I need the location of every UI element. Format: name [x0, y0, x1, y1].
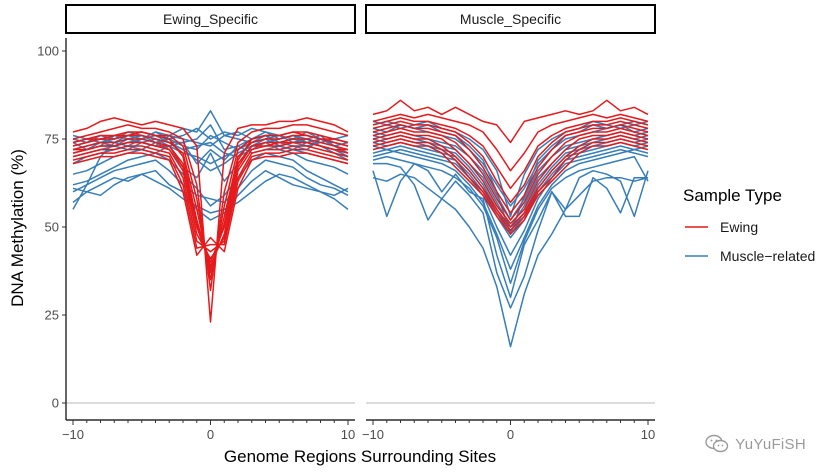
series-line-muscle-related-11 — [372, 124, 649, 207]
y-axis-title: DNA Methylation (%) — [8, 149, 27, 307]
series-line-ewing-2 — [72, 131, 349, 281]
x-axis-right: −10 0 10 — [362, 419, 655, 442]
y-tick-label: 75 — [45, 132, 59, 147]
series-line-ewing-5 — [372, 127, 649, 221]
series-line-muscle-related-19 — [372, 173, 649, 348]
series-line-muscle-related-12 — [372, 131, 649, 221]
series-line-ewing-7 — [372, 134, 649, 228]
series-line-ewing-7 — [72, 148, 349, 249]
series-line-ewing-4 — [372, 124, 649, 214]
panel-muscle-specific — [366, 99, 655, 404]
x-tick-label: 0 — [207, 427, 214, 442]
series-line-muscle-related-16 — [72, 141, 349, 182]
x-tick-label: −10 — [62, 427, 84, 442]
series-line-ewing-6 — [372, 131, 649, 225]
series-line-ewing-8 — [72, 152, 349, 256]
series-line-ewing-8 — [372, 138, 649, 232]
series-line-ewing-4 — [72, 138, 349, 263]
panel-ewing-specific — [66, 110, 355, 404]
series-line-ewing-0 — [372, 99, 649, 144]
watermark-text: YuYuFiSH — [735, 435, 806, 453]
series-line-ewing-9 — [372, 141, 649, 235]
y-tick-label: 0 — [52, 396, 59, 411]
strip-title-ewing-specific: Ewing_Specific — [163, 11, 258, 27]
y-tick-label: 25 — [45, 308, 59, 323]
y-tick-label: 100 — [37, 44, 59, 59]
series-line-ewing-3 — [72, 134, 349, 274]
strip-left: Ewing_Specific — [65, 4, 356, 34]
series-line-ewing-1 — [372, 113, 649, 172]
series-line-muscle-related-23 — [72, 134, 349, 172]
watermark: YuYuFiSH — [705, 434, 806, 454]
series-line-muscle-related-12 — [72, 131, 349, 151]
legend-label-ewing: Ewing — [720, 219, 758, 235]
y-tick-label: 50 — [45, 220, 59, 235]
series-line-muscle-related-17 — [72, 159, 349, 204]
series-line-muscle-related-20 — [372, 148, 649, 256]
series-line-muscle-related-23 — [372, 155, 649, 285]
strip-title-muscle-specific: Muscle_Specific — [460, 11, 561, 27]
series-line-ewing-9 — [72, 131, 349, 270]
series-line-ewing-2 — [372, 117, 649, 190]
y-axis: 0 25 50 75 100 — [37, 38, 67, 420]
x-tick-label: 0 — [507, 427, 514, 442]
series-line-muscle-related-18 — [72, 152, 349, 207]
x-tick-label: 10 — [641, 427, 655, 442]
wechat-icon — [705, 434, 729, 453]
x-tick-label: 10 — [341, 427, 355, 442]
series-line-ewing-10 — [73, 141, 348, 267]
series-line-muscle-related-18 — [373, 162, 648, 309]
series-line-muscle-related-13 — [72, 124, 349, 158]
series-line-muscle-related-24 — [72, 173, 349, 214]
series-line-ewing-3 — [372, 120, 649, 204]
legend: Sample Type Ewing Muscle−related — [683, 186, 815, 264]
legend-label-muscle-related: Muscle−related — [720, 248, 815, 264]
legend-title: Sample Type — [683, 186, 782, 205]
x-tick-label: −10 — [362, 427, 384, 442]
series-line-muscle-related-21 — [372, 148, 649, 270]
series-line-ewing-1 — [72, 124, 349, 292]
series-line-muscle-related-17 — [372, 162, 649, 299]
series-line-ewing-0 — [72, 117, 349, 323]
x-axis-title: Genome Regions Surrounding Sites — [224, 447, 496, 466]
strip-right: Muscle_Specific — [365, 4, 656, 34]
series-line-muscle-related-16 — [372, 145, 649, 239]
x-axis-left: −10 0 10 — [62, 419, 355, 442]
series-line-muscle-related-10 — [372, 120, 649, 218]
series-line-muscle-related-19 — [72, 169, 349, 221]
series-line-ewing-6 — [72, 145, 349, 253]
series-line-muscle-related-21 — [72, 134, 349, 151]
